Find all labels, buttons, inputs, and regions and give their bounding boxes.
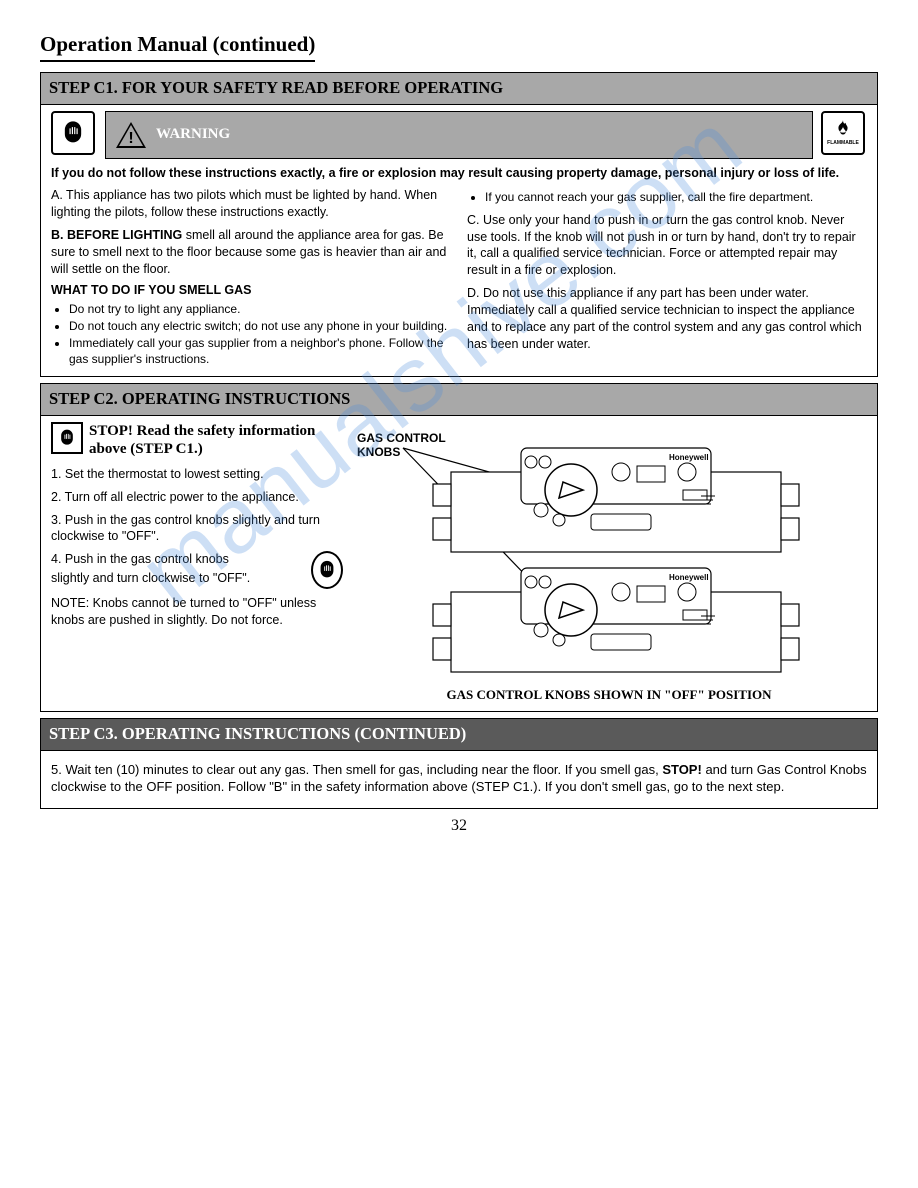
svg-text:!: ! bbox=[128, 130, 133, 147]
stop-hand-icon-small bbox=[51, 422, 83, 454]
step-c1-left-column: A. This appliance has two pilots which m… bbox=[51, 187, 451, 368]
item-b-lead: B. BEFORE LIGHTING bbox=[51, 228, 182, 242]
step-c2-item-2: 2. Turn off all electric power to the ap… bbox=[51, 489, 343, 506]
step-c2-headline: STOP! Read the safety information above … bbox=[89, 422, 343, 458]
step-c2-item-3: 3. Push in the gas control knobs slightl… bbox=[51, 512, 343, 546]
step-c1-box: STEP C1. FOR YOUR SAFETY READ BEFORE OPE… bbox=[40, 72, 878, 377]
step-c3-box: STEP C3. OPERATING INSTRUCTIONS (CONTINU… bbox=[40, 718, 878, 808]
c3-text-a: 5. Wait ten (10) minutes to clear out an… bbox=[51, 762, 662, 777]
warning-triangle-icon: ! bbox=[114, 121, 148, 149]
flammable-icon: FLAMMABLE bbox=[821, 111, 865, 155]
step-c2-item-4: 4. Push in the gas control knobs slightl… bbox=[51, 551, 343, 589]
step-c1-header: STEP C1. FOR YOUR SAFETY READ BEFORE OPE… bbox=[41, 73, 877, 104]
step-c1-intro: If you do not follow these instructions … bbox=[51, 165, 867, 182]
c3-text-stop: STOP! bbox=[662, 762, 702, 777]
warning-bar: ! WARNING bbox=[105, 111, 813, 159]
stop-hand-icon-round bbox=[311, 551, 343, 589]
gas-bullet-list: Do not try to light any appliance. Do no… bbox=[51, 301, 451, 368]
step-c1-item-d: D. Do not use this appliance if any part… bbox=[467, 285, 867, 353]
warning-label: WARNING bbox=[156, 124, 230, 144]
step-c2-item-1: 1. Set the thermostat to lowest setting. bbox=[51, 466, 343, 483]
gas-bullet-3: Immediately call your gas supplier from … bbox=[69, 335, 451, 367]
step-c2-box: STEP C2. OPERATING INSTRUCTIONS STOP! Re… bbox=[40, 383, 878, 712]
step-c3-header: STEP C3. OPERATING INSTRUCTIONS (CONTINU… bbox=[41, 719, 877, 750]
svg-text:Honeywell: Honeywell bbox=[669, 573, 709, 582]
step-c1-item-c: C. Use only your hand to push in or turn… bbox=[467, 212, 867, 280]
gas-bullet-1: Do not try to light any appliance. bbox=[69, 301, 451, 317]
fig-label-line2: KNOBS bbox=[357, 444, 400, 460]
c2-item4-b: slightly and turn clockwise to "OFF". bbox=[51, 570, 250, 587]
gas-valve-diagram: Honeywell bbox=[351, 422, 821, 682]
page-number: 32 bbox=[0, 815, 918, 837]
svg-text:Honeywell: Honeywell bbox=[669, 453, 709, 462]
c2-item4-a: 4. Push in the gas control knobs bbox=[51, 552, 229, 566]
section-title: Operation Manual (continued) bbox=[40, 30, 315, 62]
step-c2-text-column: STOP! Read the safety information above … bbox=[51, 422, 351, 704]
step-c2-figure: GAS CONTROL KNOBS Honeywell bbox=[351, 422, 867, 704]
step-c1-item-a: A. This appliance has two pilots which m… bbox=[51, 187, 451, 221]
gas-bullet-2: Do not touch any electric switch; do not… bbox=[69, 318, 451, 334]
step-c1-right-column: If you cannot reach your gas supplier, c… bbox=[467, 187, 867, 368]
step-c2-header: STEP C2. OPERATING INSTRUCTIONS bbox=[41, 384, 877, 415]
step-c1-item-b: B. BEFORE LIGHTING smell all around the … bbox=[51, 227, 451, 278]
stop-hand-icon bbox=[51, 111, 95, 155]
gas-bullet-4: If you cannot reach your gas supplier, c… bbox=[485, 189, 867, 205]
fig-caption: GAS CONTROL KNOBS SHOWN IN "OFF" POSITIO… bbox=[351, 686, 867, 704]
gas-title: WHAT TO DO IF YOU SMELL GAS bbox=[51, 282, 451, 299]
step-c2-note: NOTE: Knobs cannot be turned to "OFF" un… bbox=[51, 595, 343, 629]
step-c3-body: 5. Wait ten (10) minutes to clear out an… bbox=[41, 751, 877, 808]
